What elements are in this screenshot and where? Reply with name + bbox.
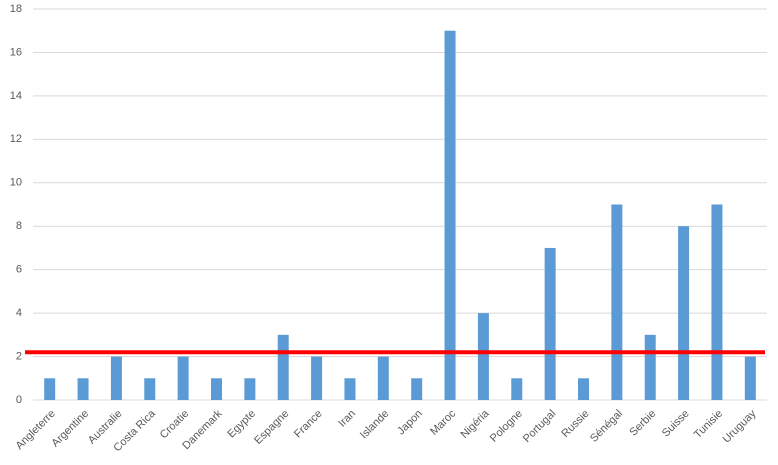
x-tick-label: Maroc <box>428 407 458 437</box>
bar <box>744 356 756 400</box>
bar <box>411 378 423 400</box>
bar <box>177 356 189 400</box>
bar <box>377 356 389 400</box>
bar <box>578 378 589 400</box>
x-tick-label: Suisse <box>660 408 692 440</box>
bar <box>110 356 122 400</box>
bar <box>44 378 56 400</box>
y-tick-label: 2 <box>16 350 22 362</box>
x-tick-label: Portugal <box>521 408 558 445</box>
x-tick-label: Islande <box>358 408 392 442</box>
bar <box>511 378 523 400</box>
x-tick-label: France <box>292 408 325 441</box>
y-tick-label: 18 <box>10 3 22 15</box>
x-tick-label: Japon <box>395 408 425 438</box>
bar <box>77 378 89 400</box>
y-tick-label: 0 <box>16 394 22 406</box>
bar <box>211 378 222 400</box>
bar <box>678 226 690 400</box>
x-tick-label: Russie <box>559 408 591 440</box>
x-tick-label: Uruguay <box>721 407 759 445</box>
bar <box>644 334 656 400</box>
y-tick-label: 12 <box>10 133 22 145</box>
x-tick-label: Sénégal <box>588 408 625 445</box>
bar <box>444 30 456 400</box>
x-tick-label: Pologne <box>488 408 525 445</box>
y-tick-label: 10 <box>10 177 22 189</box>
bar <box>244 378 256 400</box>
x-tick-label: Iran <box>336 408 358 430</box>
y-tick-label: 16 <box>10 46 22 58</box>
x-tick-label: Serbie <box>627 408 658 439</box>
bar <box>311 356 323 400</box>
y-tick-label: 14 <box>10 90 22 102</box>
bar <box>711 204 723 400</box>
x-tick-label: Egypte <box>225 408 258 441</box>
x-tick-label: Espagne <box>252 408 291 447</box>
bar <box>344 378 356 400</box>
bar <box>544 247 556 400</box>
x-tick-label: Tunisie <box>692 408 725 441</box>
bar <box>611 204 623 400</box>
y-tick-label: 6 <box>16 264 22 276</box>
x-tick-label: Angleterre <box>13 408 57 452</box>
y-tick-label: 8 <box>16 220 22 232</box>
bar <box>277 334 289 400</box>
bar <box>477 313 489 400</box>
x-tick-label: Argentine <box>49 408 91 450</box>
bar <box>144 378 156 400</box>
y-tick-label: 4 <box>16 307 22 319</box>
